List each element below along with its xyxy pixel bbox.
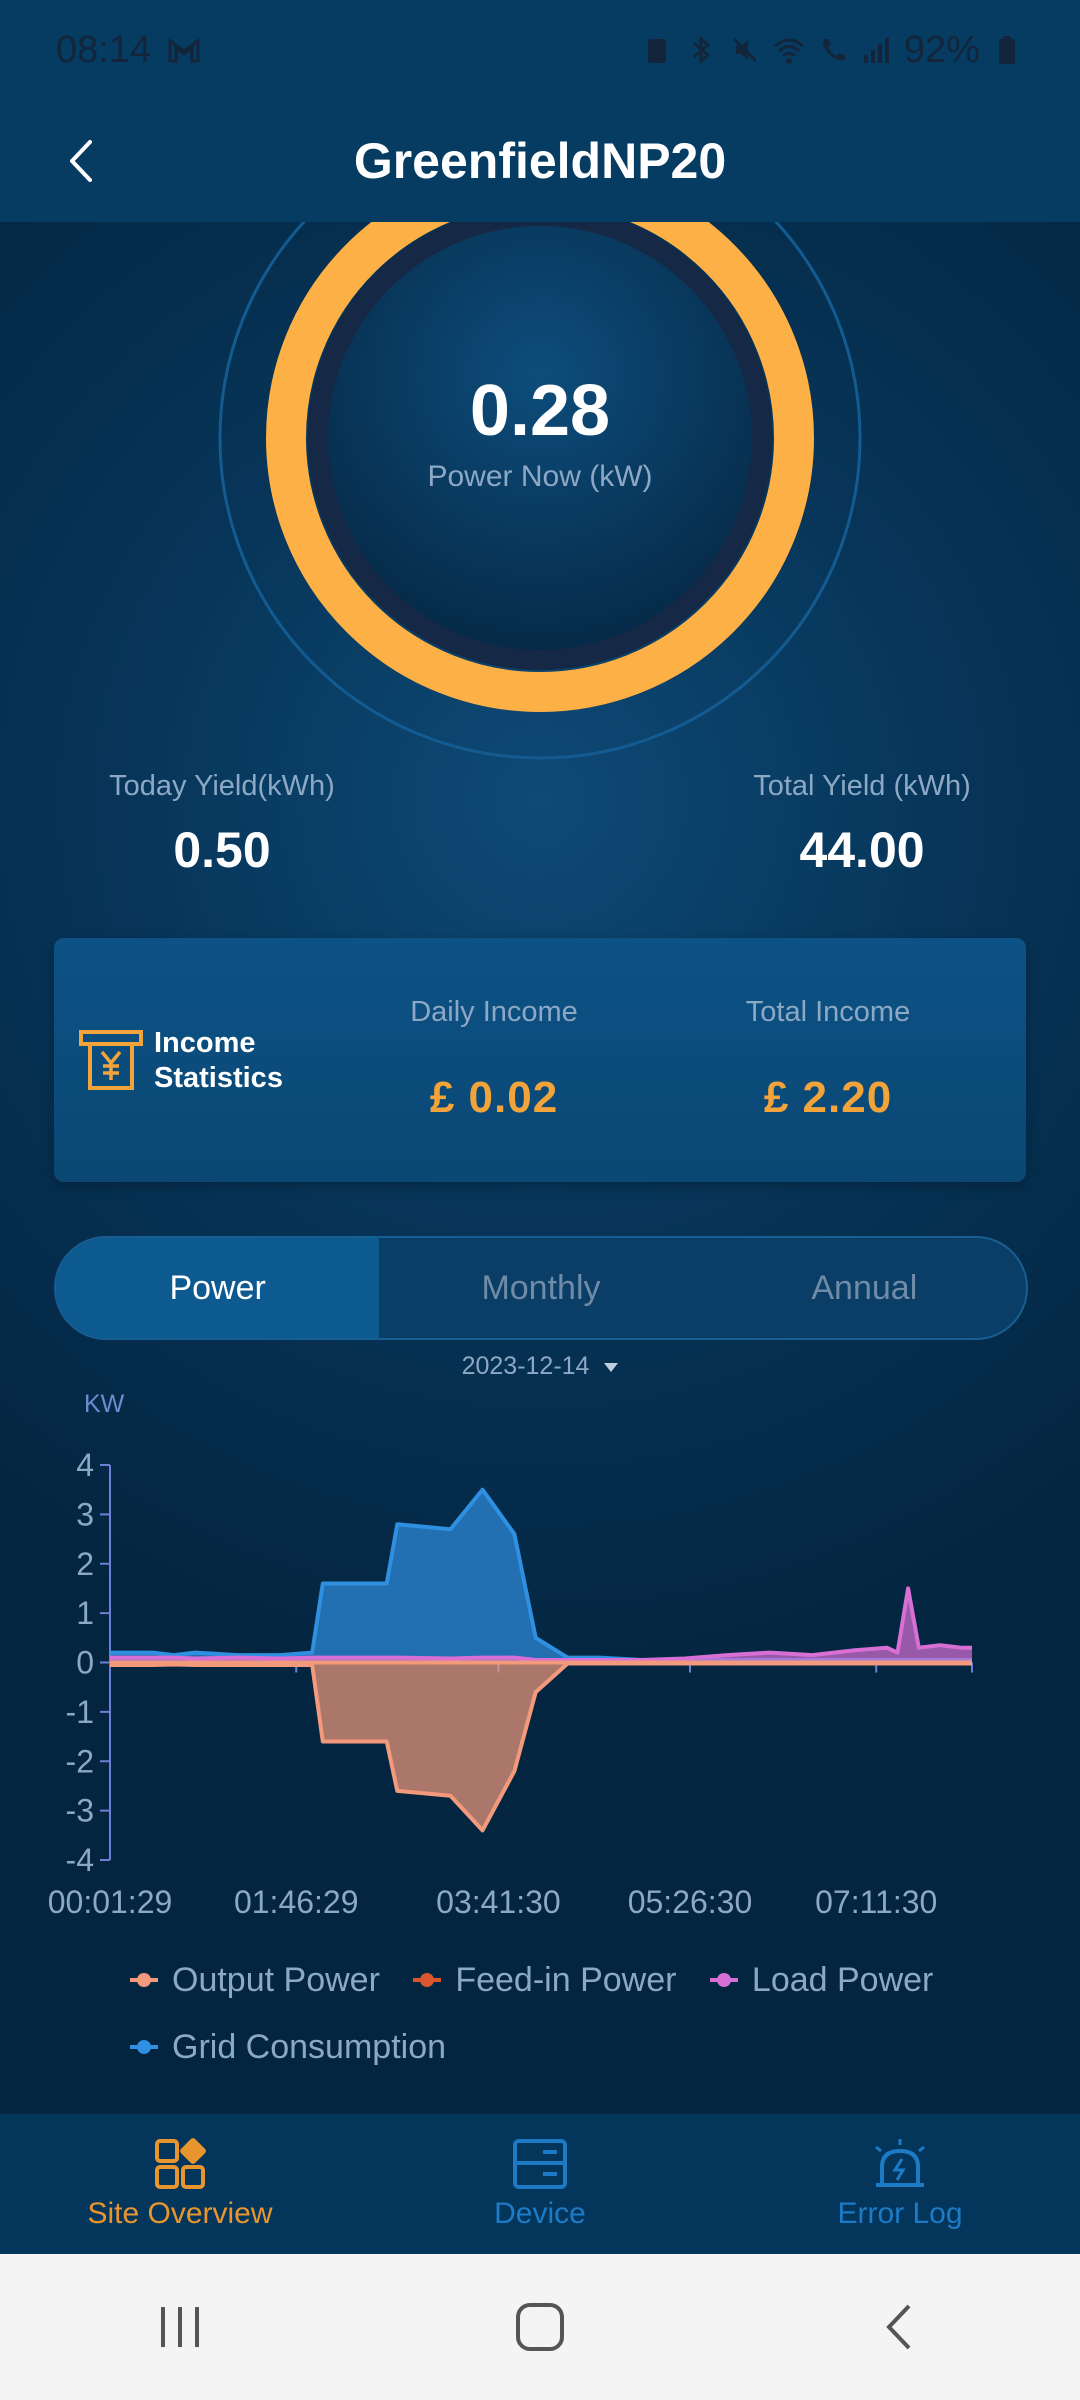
nav-site-overview-label: Site Overview <box>87 2197 273 2230</box>
status-time: 08:14 <box>56 28 152 71</box>
alarm-icon <box>647 39 666 63</box>
x-tick-label: 05:26:30 <box>628 1884 753 1920</box>
atm-yen-icon <box>79 1030 143 1090</box>
tab-annual[interactable]: Annual <box>811 1268 918 1307</box>
system-navigation-bar <box>0 2254 1080 2400</box>
x-tick-label: 07:11:30 <box>815 1884 937 1920</box>
x-tick-label: 00:01:29 <box>48 1884 173 1920</box>
battery-icon <box>999 36 1015 64</box>
y-tick-label: 2 <box>76 1546 94 1582</box>
y-tick-label: -3 <box>66 1793 94 1829</box>
device-icon <box>513 2139 567 2189</box>
series-area-grid-consumption <box>110 1489 972 1663</box>
power-chart: 4 3 2 1 0 -1 -2 -3 -4 00:01:29 01:46:29 03:41:30 05:… <box>48 1447 973 1920</box>
legend-load-power[interactable]: Load Power <box>709 1951 934 2009</box>
recents-icon <box>161 2307 199 2347</box>
call-icon <box>822 39 845 61</box>
period-tabs: Power Monthly Annual <box>54 1236 1028 1340</box>
series-area-load-power <box>110 1588 972 1663</box>
today-yield-label: Today Yield(kWh) <box>109 770 335 802</box>
power-gauge: 0.28 Power Now (kW) <box>0 222 1080 782</box>
tab-monthly[interactable]: Monthly <box>481 1268 601 1307</box>
gauge-ring <box>218 222 862 760</box>
back-arrow-icon[interactable] <box>52 126 122 196</box>
legend-label: Output Power <box>172 1961 380 1999</box>
series-line-grid-consumption <box>110 1487 972 1662</box>
bottom-navigation: Site Overview Device Error Log <box>0 2114 1080 2254</box>
daily-income-value: £ 0.02 <box>429 1073 559 1122</box>
income-title-line2: Statistics <box>154 1062 283 1094</box>
signal-icon <box>863 38 889 63</box>
app-header: GreenfieldNP20 <box>0 100 1080 222</box>
total-yield-value: 44.00 <box>799 822 925 878</box>
legend-label: Load Power <box>751 1961 934 1999</box>
wifi-icon <box>773 38 804 64</box>
legend-output-power[interactable]: Output Power <box>130 1951 380 2009</box>
series-area-feed-in-power <box>110 1662 972 1831</box>
series-line-feed-in-power <box>110 1661 972 1833</box>
gmail-icon <box>168 38 200 63</box>
y-tick-label: -1 <box>66 1694 94 1730</box>
battery-percent: 92% <box>903 28 980 71</box>
daily-income: Daily Income £ 0.02 <box>344 996 644 1123</box>
income-title-line1: Income <box>154 1027 256 1059</box>
site-overview-icon <box>155 2138 206 2189</box>
power-now-value: 0.28 <box>469 371 611 451</box>
nav-device[interactable]: Device <box>360 2114 720 2254</box>
bluetooth-icon <box>692 35 711 65</box>
system-back-icon <box>886 2304 911 2350</box>
legend-label: Feed-in Power <box>455 1961 677 1999</box>
nav-error-log[interactable]: Error Log <box>720 2114 1080 2254</box>
series-line-load-power <box>110 1586 972 1662</box>
recents-button[interactable] <box>140 2287 220 2367</box>
chart-y-unit: KW <box>84 1390 125 1418</box>
total-yield: Total Yield (kWh) 44.00 <box>652 770 1072 879</box>
mute-icon <box>732 37 757 63</box>
home-icon <box>516 2303 564 2351</box>
legend-grid-consumption[interactable]: Grid Consumption <box>130 2018 446 2076</box>
daily-income-label: Daily Income <box>410 996 578 1028</box>
legend-feed-in-power[interactable]: Feed-in Power <box>413 1951 676 2009</box>
total-income-value: £ 2.20 <box>763 1073 893 1122</box>
date-value: 2023-12-14 <box>461 1352 590 1380</box>
nav-site-overview[interactable]: Site Overview <box>0 2114 360 2254</box>
y-tick-label: 4 <box>76 1447 94 1483</box>
nav-device-label: Device <box>494 2197 586 2230</box>
total-income: Total Income £ 2.20 <box>678 996 978 1123</box>
total-income-label: Total Income <box>745 996 911 1028</box>
x-tick-label: 01:46:29 <box>234 1884 359 1920</box>
y-tick-label: 1 <box>76 1595 94 1631</box>
system-back-button[interactable] <box>860 2287 940 2367</box>
today-yield-value: 0.50 <box>173 822 271 878</box>
x-tick-label: 03:41:30 <box>436 1884 561 1920</box>
alarm-light-icon <box>875 2139 925 2187</box>
y-tick-label: 3 <box>76 1496 94 1532</box>
home-button[interactable] <box>500 2287 580 2367</box>
total-yield-label: Total Yield (kWh) <box>753 770 971 802</box>
income-statistics-card: Income Statistics Daily Income £ 0.02 To… <box>54 938 1026 1182</box>
status-bar: 08:14 92% <box>0 0 1080 100</box>
tab-power[interactable]: Power <box>56 1238 380 1338</box>
y-tick-label: 0 <box>76 1645 94 1681</box>
date-picker[interactable]: 2023-12-14 <box>0 1352 1080 1381</box>
today-yield: Today Yield(kWh) 0.50 <box>12 770 432 879</box>
page-title: GreenfieldNP20 <box>353 133 727 189</box>
nav-error-log-label: Error Log <box>837 2197 963 2230</box>
y-tick-label: -4 <box>66 1842 94 1878</box>
legend-label: Grid Consumption <box>172 2028 447 2066</box>
chart-legend: Output Power Feed-in Power Load Power Gr… <box>130 1942 1030 2076</box>
y-tick-label: -2 <box>66 1743 94 1779</box>
income-title: Income Statistics <box>154 1026 314 1096</box>
power-now-label: Power Now (kW) <box>427 460 653 493</box>
dropdown-arrow-icon <box>604 1362 619 1372</box>
